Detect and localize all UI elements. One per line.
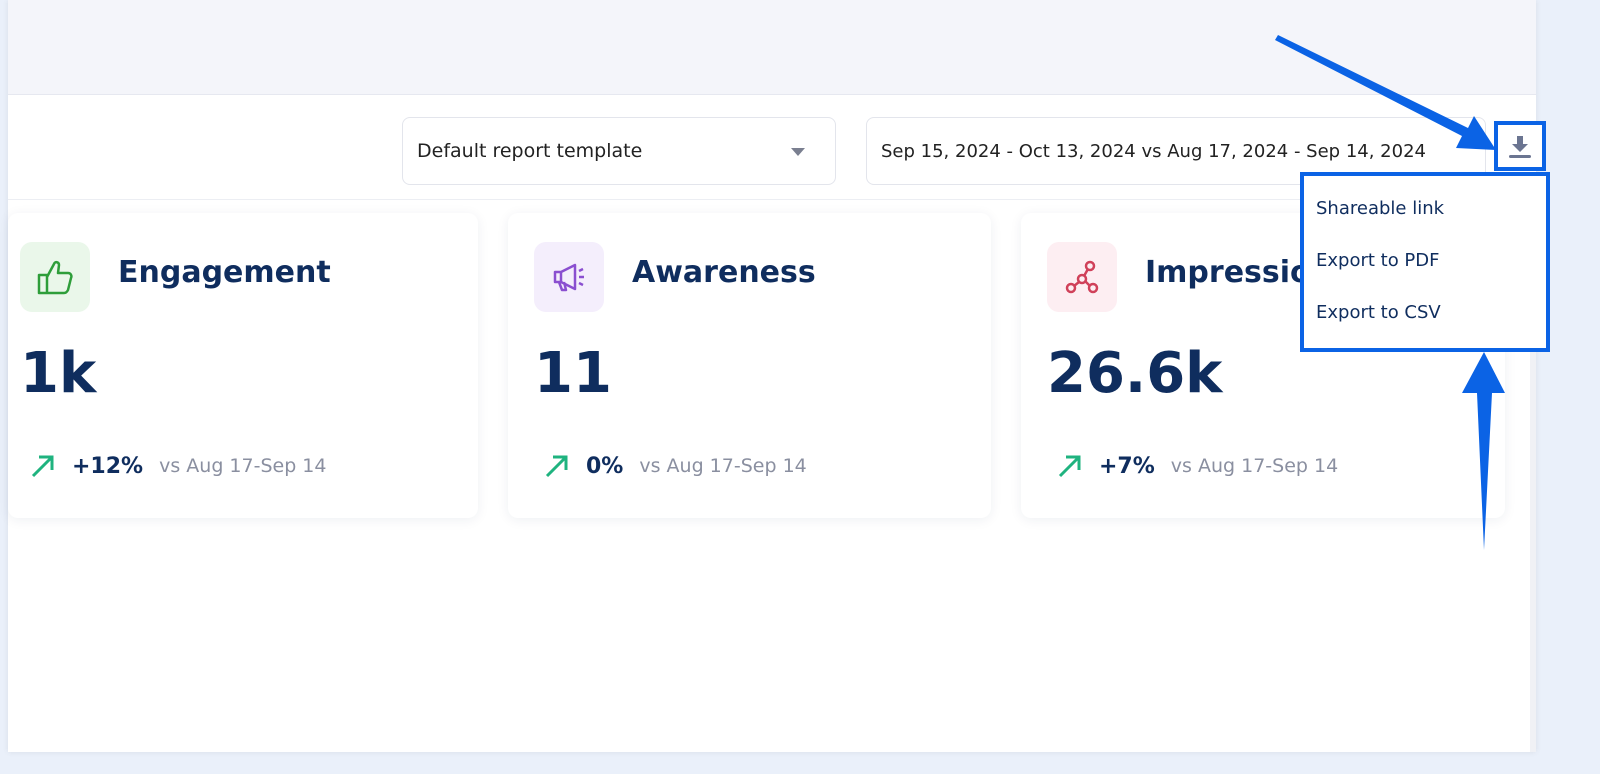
- report-window: Default report template Sep 15, 2024 - O…: [8, 0, 1550, 752]
- menu-item-export-csv[interactable]: Export to CSV: [1316, 302, 1441, 323]
- menu-item-export-pdf[interactable]: Export to PDF: [1316, 250, 1440, 271]
- trend-up-icon: [545, 455, 568, 478]
- card-title: Awareness: [632, 255, 816, 290]
- caret-down-icon: [791, 148, 805, 156]
- menu-item-shareable-link[interactable]: Shareable link: [1316, 198, 1445, 219]
- card-value: 1k: [20, 341, 97, 406]
- card-value: 11: [534, 341, 612, 406]
- card-comparison: vs Aug 17-Sep 14: [639, 455, 807, 477]
- card-comparison: vs Aug 17-Sep 14: [1170, 455, 1339, 477]
- top-band: [8, 0, 1536, 95]
- scrollbar[interactable]: [1530, 200, 1536, 752]
- download-button[interactable]: [1494, 121, 1546, 171]
- card-change: 0%: [586, 453, 624, 479]
- card-comparison: vs Aug 17-Sep 14: [159, 455, 327, 477]
- toolbar: Default report template Sep 15, 2024 - O…: [8, 96, 1550, 352]
- thumbs-up-icon: [20, 242, 90, 312]
- card-change: +7%: [1099, 453, 1155, 479]
- megaphone-icon: [534, 242, 604, 312]
- metric-card-engagement: Engagement 1k +12% vs Aug 17-Sep 14: [8, 213, 478, 518]
- download-icon: [1509, 136, 1531, 158]
- card-change: +12%: [72, 453, 144, 479]
- card-title: Impressio: [1145, 255, 1311, 290]
- trend-up-icon: [31, 455, 54, 478]
- export-menu: Shareable link Export to PDF Export to C…: [1300, 172, 1550, 352]
- metric-card-awareness: Awareness 11 0% vs Aug 17-Sep 14: [508, 213, 991, 518]
- report-template-select[interactable]: Default report template: [402, 117, 836, 185]
- template-select-value: Default report template: [417, 140, 643, 162]
- date-range-value: Sep 15, 2024 - Oct 13, 2024 vs Aug 17, 2…: [881, 140, 1426, 162]
- share-nodes-icon: [1047, 242, 1117, 312]
- card-value: 26.6k: [1047, 341, 1223, 406]
- trend-up-icon: [1058, 455, 1081, 478]
- card-title: Engagement: [118, 255, 331, 290]
